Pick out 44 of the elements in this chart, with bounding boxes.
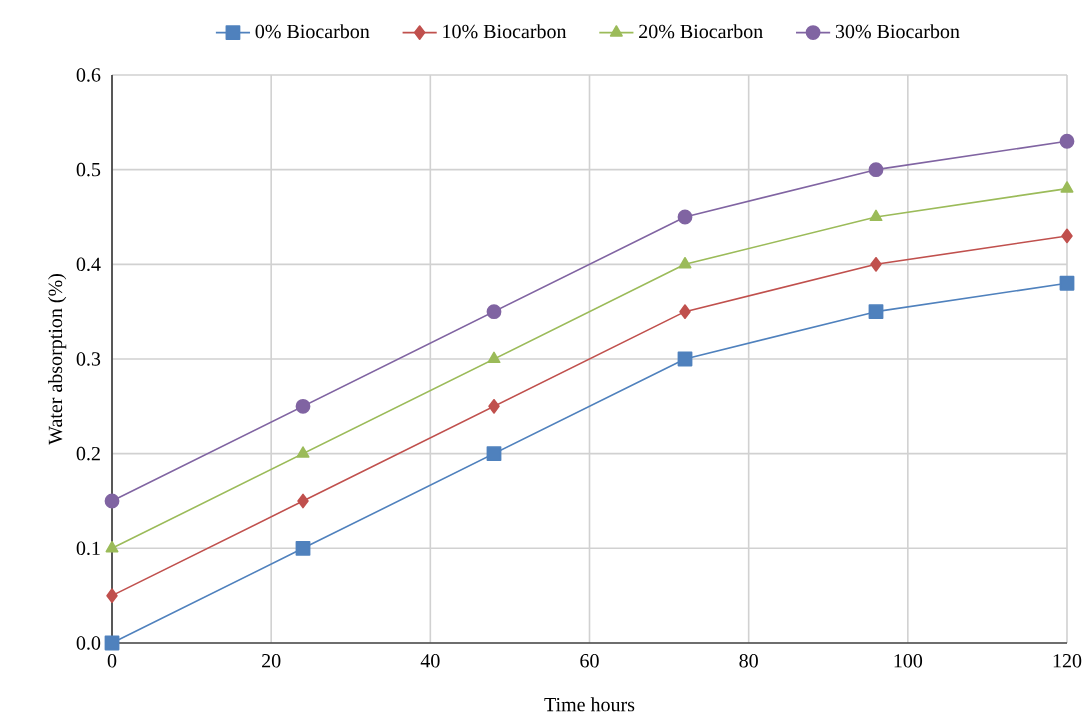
x-tick-label: 120 bbox=[1053, 654, 1082, 668]
y-tick-label: 0.4 bbox=[76, 257, 101, 272]
point bbox=[486, 446, 502, 462]
point bbox=[295, 540, 311, 556]
y-tick-label: 0.6 bbox=[76, 68, 101, 82]
x-tick-label: 80 bbox=[739, 654, 758, 668]
x-tick-label: 60 bbox=[580, 654, 599, 668]
point bbox=[868, 304, 884, 320]
point bbox=[868, 162, 884, 178]
point bbox=[869, 209, 883, 222]
point bbox=[486, 304, 502, 320]
y-tick-label: 0.2 bbox=[76, 446, 100, 461]
x-tick-label: 0 bbox=[107, 654, 117, 668]
point bbox=[104, 635, 120, 651]
x-axis-title: Time hours bbox=[544, 697, 635, 712]
point bbox=[488, 398, 500, 414]
point bbox=[679, 304, 691, 320]
legend-label: 20% Biocarbon bbox=[639, 24, 763, 39]
point bbox=[295, 398, 311, 414]
y-tick-label: 0.5 bbox=[76, 162, 101, 177]
y-axis-title: Water absorption (%) bbox=[48, 274, 67, 445]
point bbox=[104, 493, 120, 509]
point bbox=[105, 540, 119, 553]
y-tick-label: 0.0 bbox=[76, 636, 101, 650]
point bbox=[678, 256, 692, 269]
point bbox=[677, 351, 693, 367]
point bbox=[1059, 275, 1075, 291]
point bbox=[677, 209, 693, 225]
point bbox=[1060, 181, 1074, 193]
point bbox=[297, 493, 309, 509]
x-tick-label: 20 bbox=[262, 654, 281, 668]
legend-label: 0% Biocarbon bbox=[255, 24, 370, 39]
x-tick-label: 40 bbox=[420, 654, 440, 668]
point bbox=[1059, 133, 1075, 149]
point bbox=[296, 446, 310, 458]
point bbox=[487, 351, 501, 364]
y-tick-label: 0.1 bbox=[76, 541, 100, 556]
point bbox=[106, 588, 118, 604]
y-tick-label: 0.3 bbox=[76, 352, 101, 366]
legend-label: 10% Biocarbon bbox=[443, 24, 567, 39]
point bbox=[1061, 228, 1073, 244]
legend-label: 30% Biocarbon bbox=[835, 24, 960, 39]
x-tick-label: 100 bbox=[894, 654, 923, 668]
point bbox=[870, 256, 882, 272]
